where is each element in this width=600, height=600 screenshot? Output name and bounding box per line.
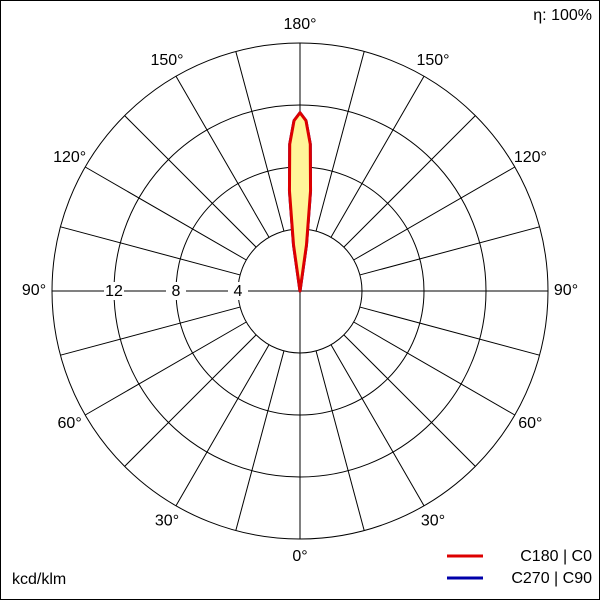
spoke <box>124 334 257 467</box>
angle-label: 150° <box>416 52 449 69</box>
spoke <box>84 321 247 416</box>
angle-label: 30° <box>421 513 445 530</box>
angle-label: 60° <box>58 415 82 432</box>
spoke <box>343 115 476 248</box>
outer-circle <box>51 42 549 540</box>
efficiency: η: 100% <box>533 7 592 24</box>
spoke <box>330 344 425 507</box>
spoke <box>353 166 516 261</box>
spoke <box>124 115 257 248</box>
intensity-curve <box>287 111 313 293</box>
spoke <box>175 75 270 238</box>
angle-label: 150° <box>150 52 183 69</box>
angle-label: 90° <box>554 282 578 299</box>
angle-label: 90° <box>22 282 46 299</box>
angle-label: 120° <box>514 149 547 166</box>
spoke <box>175 344 270 507</box>
spoke <box>235 350 285 531</box>
legend-label: C180 | C0 <box>520 548 592 565</box>
spoke <box>359 306 540 356</box>
r-tick-label: 8 <box>172 283 181 300</box>
spoke <box>343 334 476 467</box>
spoke <box>353 321 516 416</box>
spoke <box>60 226 241 276</box>
tick-label-bg <box>104 282 124 300</box>
angle-label: 120° <box>53 149 86 166</box>
spoke <box>235 51 285 232</box>
r-tick-label: 12 <box>105 283 123 300</box>
angle-label: 0° <box>292 548 307 565</box>
spoke <box>60 306 241 356</box>
spoke <box>315 350 365 531</box>
angle-label: 60° <box>518 415 542 432</box>
legend-label: C270 | C90 <box>511 570 592 587</box>
spoke <box>84 166 247 261</box>
spoke <box>315 51 365 232</box>
spoke <box>359 226 540 276</box>
unit-label: kcd/klm <box>12 571 66 588</box>
r-tick-label: 4 <box>234 283 243 300</box>
angle-label: 180° <box>283 16 316 33</box>
tick-label-bg <box>228 282 248 300</box>
spoke <box>330 75 425 238</box>
angle-label: 30° <box>155 513 179 530</box>
tick-label-bg <box>166 282 186 300</box>
